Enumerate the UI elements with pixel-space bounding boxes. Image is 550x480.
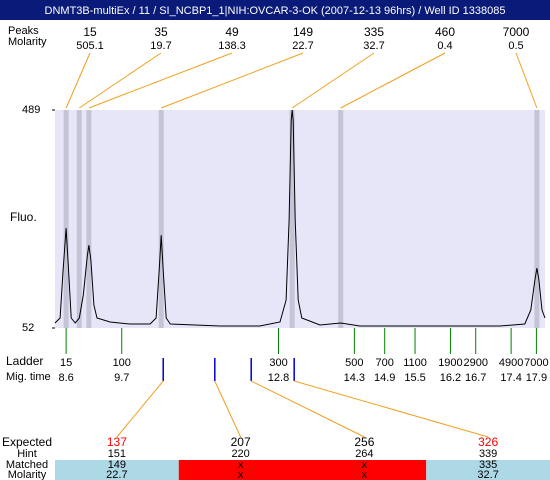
matched-value: 335 (479, 459, 497, 471)
hint-value: 339 (479, 448, 497, 460)
ladder-size: 7000 (524, 357, 548, 369)
peak-size: 149 (293, 25, 313, 39)
hint-label: Hint (17, 448, 37, 460)
peak-band (86, 110, 92, 328)
ladder-label: Ladder (6, 354, 43, 368)
matched-cell (302, 460, 427, 480)
matched-value: x (362, 459, 368, 471)
molarity-value: x (238, 469, 244, 480)
ladder-time: 16.7 (465, 372, 486, 384)
peak-band (289, 110, 295, 328)
peaks-label: Peaks (8, 25, 39, 37)
y-tick-label: 52 (22, 322, 34, 334)
ladder-time: 15.5 (404, 372, 425, 384)
ladder-size: 500 (345, 357, 363, 369)
peak-molarity: 0.4 (437, 40, 452, 52)
peak-leader (340, 52, 446, 109)
ladder-time: 17.9 (526, 372, 547, 384)
hint-value: 220 (231, 448, 249, 460)
peak-band (338, 110, 344, 328)
hint-value: 151 (108, 448, 126, 460)
peak-leader (161, 52, 304, 109)
molarity-row-label: Molarity (8, 469, 47, 480)
peak-band (158, 110, 164, 328)
peak-leader (78, 52, 162, 109)
ladder-time: 14.3 (344, 372, 365, 384)
molarity-label: Molarity (8, 36, 47, 48)
ladder-time: 8.6 (58, 372, 73, 384)
peak-leader (515, 52, 538, 109)
ladder-time: 16.2 (440, 372, 461, 384)
peak-band (534, 110, 540, 328)
hint-value: 264 (355, 448, 373, 460)
title-bar (0, 0, 550, 20)
matched-value: 149 (108, 459, 126, 471)
ladder-size: 300 (269, 357, 287, 369)
chart-title: DNMT3B-multiEx / 11 / SI_NCBP1_1|NIH:OVC… (45, 5, 506, 17)
ladder-time: 9.7 (114, 372, 129, 384)
y-tick-label: 489 (22, 104, 40, 116)
expected-label: Expected (2, 435, 52, 449)
plot-area (55, 110, 545, 328)
peak-leader (291, 52, 375, 109)
matched-cell (178, 460, 303, 480)
peak-band (76, 110, 82, 328)
expected-leader (214, 380, 242, 438)
molarity-value: 22.7 (106, 469, 127, 480)
trace (54, 109, 546, 327)
expected-value: 207 (231, 435, 251, 449)
peak-band (63, 110, 69, 328)
ladder-size: 700 (376, 357, 394, 369)
peak-molarity: 19.7 (150, 40, 171, 52)
matched-value: x (238, 459, 244, 471)
peak-size: 15 (83, 25, 97, 39)
ladder-size: 1900 (438, 357, 462, 369)
molarity-value: x (362, 469, 368, 480)
peak-leader (88, 52, 233, 109)
peak-leader (65, 52, 91, 109)
mig-time-label: Mig. time (6, 371, 51, 383)
peak-molarity: 505.1 (76, 40, 104, 52)
expected-leader (294, 380, 489, 438)
ladder-time: 12.8 (268, 372, 289, 384)
ladder-time: 17.4 (500, 372, 521, 384)
peak-size: 7000 (503, 25, 530, 39)
ladder-time: 14.9 (374, 372, 395, 384)
ladder-size: 4900 (499, 357, 523, 369)
expected-value: 256 (354, 435, 374, 449)
ladder-size: 100 (113, 357, 131, 369)
matched-cell (55, 460, 179, 480)
y-axis-label: Fluo. (10, 210, 37, 224)
matched-cell (426, 460, 550, 480)
molarity-value: 32.7 (477, 469, 498, 480)
peak-size: 335 (364, 25, 384, 39)
expected-value: 137 (107, 435, 127, 449)
peak-molarity: 0.5 (508, 40, 523, 52)
matched-label: Matched (6, 459, 48, 471)
ladder-size: 15 (60, 357, 72, 369)
expected-value: 326 (478, 435, 498, 449)
peak-molarity: 32.7 (363, 40, 384, 52)
peak-size: 35 (154, 25, 168, 39)
ladder-size: 2900 (463, 357, 487, 369)
peak-size: 460 (435, 25, 455, 39)
peak-size: 49 (225, 25, 239, 39)
peak-molarity: 22.7 (292, 40, 313, 52)
ladder-size: 1100 (403, 357, 427, 369)
expected-leader (116, 380, 164, 438)
expected-leader (250, 380, 365, 438)
peak-molarity: 138.3 (218, 40, 246, 52)
